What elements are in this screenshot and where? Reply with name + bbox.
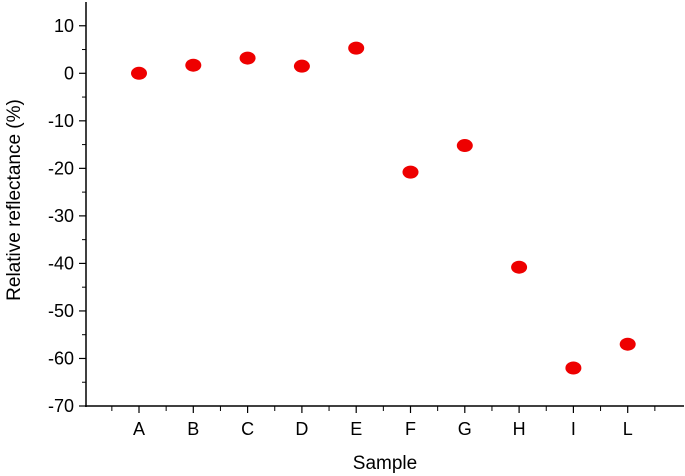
x-tick-label: I	[571, 419, 576, 439]
data-point	[239, 51, 256, 65]
data-point	[565, 361, 582, 375]
x-tick-label: C	[241, 419, 254, 439]
data-point	[456, 139, 473, 153]
x-tick-label: H	[513, 419, 526, 439]
y-tick-label: -20	[48, 158, 74, 178]
data-point	[131, 66, 147, 80]
x-tick-label: D	[295, 419, 308, 439]
data-point	[511, 260, 528, 274]
y-tick-label: -50	[48, 301, 74, 321]
x-tick-label: G	[458, 419, 472, 439]
x-tick-label: F	[405, 419, 416, 439]
x-tick-label: L	[623, 419, 633, 439]
data-point	[348, 41, 365, 55]
data-point	[402, 165, 419, 179]
data-point	[619, 337, 636, 351]
data-point	[293, 59, 310, 73]
x-tick-label: B	[187, 419, 199, 439]
y-tick-label: -40	[48, 253, 74, 273]
plot-frame	[85, 2, 684, 407]
x-axis-title: Sample	[353, 453, 417, 474]
y-tick-label: -60	[48, 348, 74, 368]
y-tick-label: -10	[48, 111, 74, 131]
y-tick-label: -30	[48, 206, 74, 226]
y-tick-label: -70	[48, 396, 74, 416]
x-tick-label: E	[350, 419, 362, 439]
y-axis-title: Relative reflectance (%)	[4, 99, 25, 301]
y-tick-label: 0	[64, 63, 74, 83]
data-points	[131, 41, 636, 375]
y-axis: 10 0 -10 -20 -30 -40 -50 -60 -70	[48, 16, 86, 416]
data-point	[185, 58, 202, 72]
x-tick-label: A	[133, 419, 145, 439]
y-tick-label: 10	[54, 16, 74, 36]
